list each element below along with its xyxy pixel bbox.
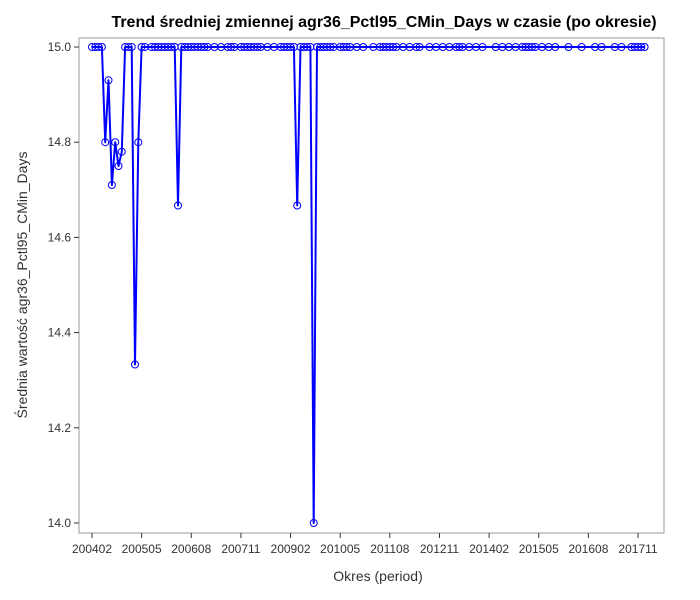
x-tick-label: 200505 — [122, 542, 162, 556]
data-point — [174, 201, 182, 210]
x-tick-label: 200608 — [171, 542, 211, 556]
data-point — [97, 43, 106, 51]
data-point — [111, 138, 120, 147]
y-tick-label: 14.2 — [48, 421, 72, 435]
data-point — [577, 43, 586, 51]
data-point — [134, 138, 143, 147]
x-tick-label: 201211 — [420, 542, 459, 556]
data-point — [104, 76, 113, 85]
x-tick-label: 201711 — [618, 542, 657, 556]
data-point — [227, 43, 235, 51]
x-axis: 200402 200505 200608 200711 200902 201005 2011… — [72, 533, 658, 556]
series-layer — [88, 43, 649, 527]
data-point — [637, 43, 646, 51]
y-tick-label: 14.0 — [48, 516, 72, 530]
y-axis-label: Średnia wartość agr36_Pctl95_CMin_Days — [13, 152, 30, 419]
data-point — [389, 43, 398, 51]
x-tick-label: 201108 — [370, 542, 409, 556]
data-point — [415, 43, 424, 51]
y-axis: 14.0 14.2 14.4 14.6 14.8 15.0 — [48, 40, 79, 530]
data-point — [617, 43, 626, 51]
data-point — [597, 43, 606, 51]
x-tick-label: 201402 — [469, 542, 509, 556]
y-tick-label: 15.0 — [48, 40, 72, 54]
x-tick-label: 201505 — [519, 542, 559, 556]
data-point — [253, 43, 262, 51]
data-point — [137, 43, 146, 51]
series-line — [92, 46, 645, 524]
data-point — [124, 43, 133, 51]
plot-area-frame — [78, 37, 665, 534]
data-point — [326, 43, 335, 51]
x-tick-label: 200402 — [72, 542, 112, 556]
x-tick-label: 200711 — [221, 542, 260, 556]
data-point — [455, 43, 464, 51]
data-point — [200, 43, 209, 51]
data-point — [640, 43, 649, 51]
data-point — [107, 181, 116, 189]
data-point — [94, 43, 103, 51]
data-point — [528, 43, 537, 51]
y-tick-label: 14.6 — [48, 230, 72, 244]
x-tick-label: 200902 — [271, 542, 311, 556]
data-point — [478, 43, 487, 51]
x-tick-label: 201608 — [568, 542, 608, 556]
data-point — [342, 43, 351, 51]
x-tick-label: 201005 — [320, 542, 360, 556]
data-point — [412, 43, 421, 51]
data-point — [303, 43, 312, 51]
data-point — [564, 43, 573, 51]
data-point — [359, 43, 368, 51]
data-point — [551, 43, 560, 51]
x-axis-label: Okres (period) — [333, 568, 422, 584]
data-point — [286, 43, 295, 51]
data-point — [167, 43, 176, 51]
data-point — [101, 138, 110, 147]
data-point — [293, 201, 302, 210]
data-point — [117, 147, 126, 156]
y-tick-label: 14.4 — [48, 326, 72, 340]
data-point — [131, 360, 139, 369]
data-point — [114, 162, 123, 170]
chart-title: Trend średniej zmiennej agr36_Pctl95_CMi… — [111, 14, 656, 31]
y-tick-label: 14.8 — [48, 135, 72, 149]
data-point — [309, 519, 318, 527]
data-point — [127, 43, 136, 51]
